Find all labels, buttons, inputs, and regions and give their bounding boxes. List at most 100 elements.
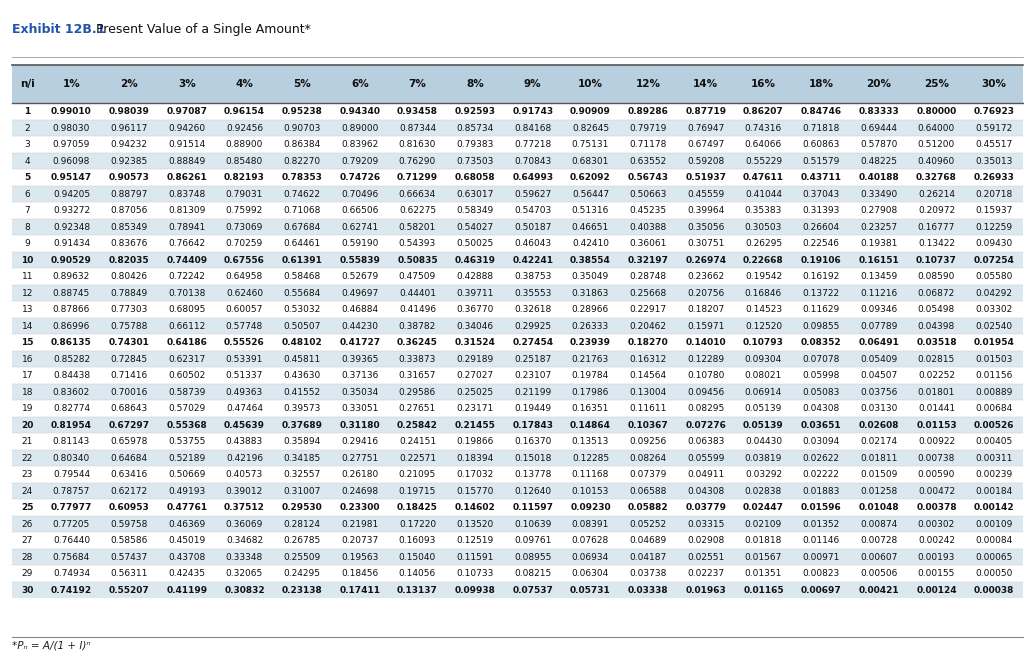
Text: 0.11611: 0.11611	[630, 404, 667, 413]
Text: 0.60863: 0.60863	[803, 140, 840, 149]
Text: 0.32557: 0.32557	[284, 470, 321, 479]
Text: 0.20737: 0.20737	[341, 536, 379, 545]
Bar	[12, 500, 1023, 516]
Text: 0.39365: 0.39365	[341, 355, 379, 364]
Text: 20: 20	[22, 421, 34, 430]
Text: 0.35034: 0.35034	[341, 388, 379, 397]
Text: 0.63552: 0.63552	[630, 157, 667, 165]
Text: 0.81143: 0.81143	[53, 437, 90, 446]
Text: 0.41552: 0.41552	[284, 388, 321, 397]
Text: 24: 24	[22, 486, 33, 496]
Text: 0.89000: 0.89000	[341, 123, 379, 133]
Text: 18: 18	[22, 388, 33, 397]
Text: 0.58349: 0.58349	[457, 206, 494, 215]
Text: 0.20972: 0.20972	[918, 206, 955, 215]
Text: 0.05998: 0.05998	[803, 371, 840, 380]
Text: 0.09346: 0.09346	[860, 305, 897, 314]
Text: 0.25842: 0.25842	[397, 421, 438, 430]
Text: 0.62317: 0.62317	[168, 355, 206, 364]
Text: 0.67297: 0.67297	[109, 421, 150, 430]
Text: 0.00124: 0.00124	[916, 586, 956, 594]
Text: 0.25187: 0.25187	[514, 355, 552, 364]
Text: 0.01818: 0.01818	[744, 536, 782, 545]
Text: 0.02222: 0.02222	[803, 470, 840, 479]
Text: 0.45019: 0.45019	[168, 536, 206, 545]
Bar	[12, 483, 1023, 500]
Text: 0.15937: 0.15937	[976, 206, 1013, 215]
Bar	[12, 549, 1023, 566]
Text: 0.01509: 0.01509	[860, 470, 897, 479]
Text: 0.83676: 0.83676	[111, 239, 147, 248]
Text: 0.16151: 0.16151	[858, 255, 899, 265]
Text: 0.06914: 0.06914	[744, 388, 782, 397]
Text: 0.46884: 0.46884	[341, 305, 379, 314]
Text: 0.84438: 0.84438	[53, 371, 90, 380]
Text: 0.31007: 0.31007	[284, 486, 321, 496]
Text: 0.39573: 0.39573	[284, 404, 321, 413]
Text: 0.78941: 0.78941	[168, 223, 206, 231]
Text: 0.99010: 0.99010	[51, 107, 92, 116]
Text: 0.29530: 0.29530	[282, 503, 323, 512]
Text: 0.66634: 0.66634	[399, 189, 436, 199]
Text: 0.76923: 0.76923	[974, 107, 1015, 116]
Text: 0.71068: 0.71068	[284, 206, 321, 215]
Text: 0.19106: 0.19106	[801, 255, 842, 265]
Text: 0.16370: 0.16370	[514, 437, 552, 446]
Text: 0.05731: 0.05731	[570, 586, 611, 594]
Text: 0.44230: 0.44230	[341, 321, 378, 331]
Text: 0.03819: 0.03819	[744, 454, 782, 463]
Text: 0.11216: 0.11216	[860, 289, 897, 297]
Text: 0.16777: 0.16777	[918, 223, 955, 231]
Text: 0.00302: 0.00302	[918, 520, 955, 528]
Text: 0.03338: 0.03338	[628, 586, 669, 594]
Text: 0.11168: 0.11168	[571, 470, 609, 479]
Text: 0.26933: 0.26933	[974, 173, 1015, 182]
Text: 0.03130: 0.03130	[860, 404, 897, 413]
Text: 0.15018: 0.15018	[514, 454, 552, 463]
Text: 0.51937: 0.51937	[685, 173, 726, 182]
Text: 0.28124: 0.28124	[284, 520, 321, 528]
Text: 0.66506: 0.66506	[341, 206, 379, 215]
Text: 0.42888: 0.42888	[457, 272, 494, 281]
Text: 28: 28	[22, 552, 33, 562]
Text: 0.21199: 0.21199	[514, 388, 552, 397]
Text: 0.58739: 0.58739	[168, 388, 206, 397]
Text: 0.10153: 0.10153	[571, 486, 609, 496]
Text: 0.16846: 0.16846	[744, 289, 782, 297]
Text: 0.01567: 0.01567	[744, 552, 782, 562]
Text: 0.85282: 0.85282	[53, 355, 90, 364]
Text: 0.83962: 0.83962	[341, 140, 379, 149]
Text: 0.43883: 0.43883	[226, 437, 263, 446]
Text: 0.36770: 0.36770	[457, 305, 494, 314]
Text: 0.66112: 0.66112	[168, 321, 206, 331]
Text: 0.72845: 0.72845	[111, 355, 147, 364]
Text: 0.93272: 0.93272	[53, 206, 90, 215]
Text: 0.32065: 0.32065	[226, 569, 263, 578]
Text: 0.31863: 0.31863	[571, 289, 609, 297]
Text: 0.94205: 0.94205	[53, 189, 90, 199]
Text: 0.42410: 0.42410	[572, 239, 609, 248]
Text: 0.02838: 0.02838	[744, 486, 782, 496]
Text: 0.12520: 0.12520	[744, 321, 782, 331]
Text: 0.25025: 0.25025	[457, 388, 494, 397]
Text: 0.88745: 0.88745	[53, 289, 90, 297]
Text: 0.97059: 0.97059	[53, 140, 90, 149]
Text: 0.55207: 0.55207	[109, 586, 150, 594]
Text: 0.00971: 0.00971	[803, 552, 840, 562]
Text: 0.56743: 0.56743	[628, 173, 669, 182]
Text: 0.63017: 0.63017	[457, 189, 494, 199]
Text: 0.03292: 0.03292	[744, 470, 782, 479]
Text: 0.50187: 0.50187	[514, 223, 552, 231]
Text: 0.33348: 0.33348	[226, 552, 263, 562]
Text: 0.00738: 0.00738	[918, 454, 955, 463]
Text: 0.07537: 0.07537	[512, 586, 553, 594]
Text: 0.16192: 0.16192	[803, 272, 840, 281]
Text: 0.33490: 0.33490	[860, 189, 897, 199]
Text: 0.08352: 0.08352	[801, 338, 842, 347]
Bar	[12, 268, 1023, 285]
Text: 0.20756: 0.20756	[687, 289, 724, 297]
Text: 0.74726: 0.74726	[339, 173, 380, 182]
Text: 0.11597: 0.11597	[512, 503, 553, 512]
Text: 0.00084: 0.00084	[976, 536, 1013, 545]
Text: 0.47761: 0.47761	[166, 503, 208, 512]
